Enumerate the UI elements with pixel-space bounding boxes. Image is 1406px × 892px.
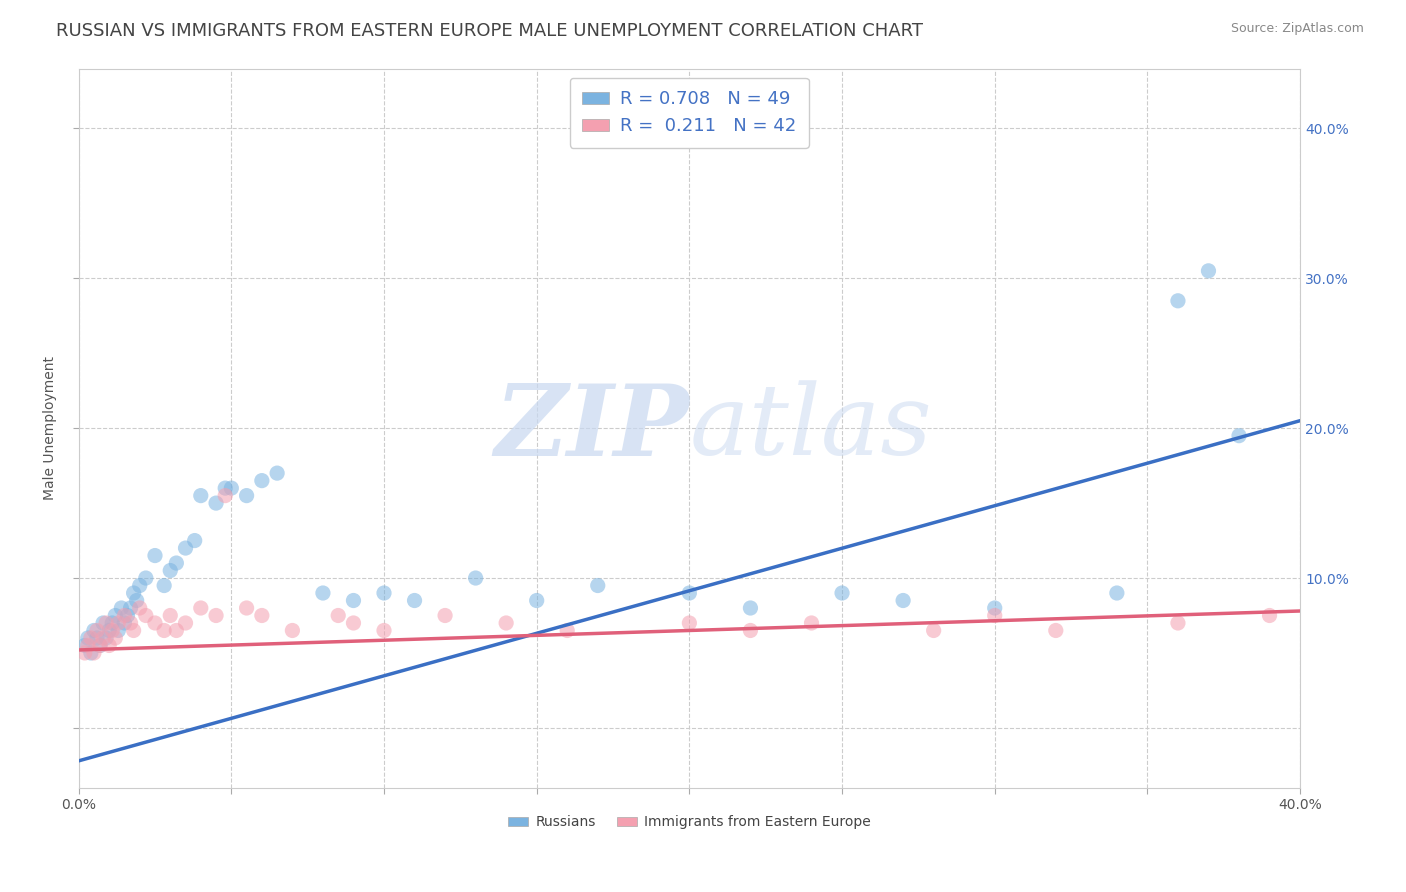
Point (104, 608, 127, 623)
Point (128, 601, 150, 615)
Point (135, 571, 157, 585)
Point (526, 593, 548, 607)
Point (190, 489, 212, 503)
Point (110, 601, 132, 615)
Point (831, 586, 853, 600)
Point (153, 578, 176, 592)
Point (153, 624, 176, 638)
Point (159, 608, 181, 623)
Point (120, 601, 142, 615)
Text: Source: ZipAtlas.com: Source: ZipAtlas.com (1230, 22, 1364, 36)
Text: atlas: atlas (689, 381, 932, 475)
Point (76, 631, 98, 645)
Point (80, 646, 103, 660)
Point (1198, 264, 1220, 278)
Point (125, 593, 148, 607)
Point (214, 481, 236, 495)
Point (464, 571, 486, 585)
Point (404, 593, 426, 607)
Point (91, 631, 114, 645)
Point (86, 624, 108, 638)
Point (183, 533, 205, 548)
Point (89, 639, 111, 653)
Text: RUSSIAN VS IMMIGRANTS FROM EASTERN EUROPE MALE UNEMPLOYMENT CORRELATION CHART: RUSSIAN VS IMMIGRANTS FROM EASTERN EUROP… (56, 22, 924, 40)
Point (73, 639, 96, 653)
Point (678, 615, 700, 630)
Point (101, 615, 124, 630)
Point (281, 624, 304, 638)
Point (250, 474, 273, 488)
Point (235, 601, 257, 615)
Point (922, 624, 945, 638)
Point (312, 586, 335, 600)
Point (86, 631, 108, 645)
Point (143, 549, 166, 563)
Point (114, 608, 136, 623)
Point (190, 601, 212, 615)
Point (678, 586, 700, 600)
Point (128, 578, 150, 592)
Point (98, 639, 121, 653)
Point (205, 496, 228, 510)
Point (120, 615, 142, 630)
Point (1258, 608, 1281, 623)
Point (83, 646, 105, 660)
Point (205, 608, 228, 623)
Point (1167, 615, 1189, 630)
Point (89, 639, 111, 653)
Point (73, 646, 96, 660)
Legend: Russians, Immigrants from Eastern Europe: Russians, Immigrants from Eastern Europe (502, 810, 877, 835)
Y-axis label: Male Unemployment: Male Unemployment (44, 356, 58, 500)
Point (235, 489, 257, 503)
Point (342, 593, 364, 607)
Point (328, 608, 350, 623)
Point (143, 615, 166, 630)
Point (740, 624, 762, 638)
Point (891, 593, 914, 607)
Text: ZIP: ZIP (495, 380, 689, 476)
Point (104, 631, 127, 645)
Point (434, 608, 457, 623)
Point (373, 624, 395, 638)
Point (740, 601, 762, 615)
Point (98, 624, 121, 638)
Point (1045, 624, 1067, 638)
Point (114, 615, 136, 630)
Point (165, 556, 187, 570)
Point (135, 608, 157, 623)
Point (101, 624, 124, 638)
Point (94, 615, 117, 630)
Point (76, 639, 98, 653)
Point (107, 615, 129, 630)
Point (221, 481, 243, 495)
Point (174, 615, 197, 630)
Point (1105, 586, 1128, 600)
Point (495, 615, 517, 630)
Point (555, 624, 578, 638)
Point (107, 624, 129, 638)
Point (800, 615, 823, 630)
Point (83, 624, 105, 638)
Point (983, 601, 1005, 615)
Point (80, 631, 103, 645)
Point (1227, 428, 1250, 442)
Point (94, 631, 117, 645)
Point (122, 586, 145, 600)
Point (214, 489, 236, 503)
Point (159, 564, 181, 578)
Point (983, 608, 1005, 623)
Point (117, 608, 139, 623)
Point (91, 615, 114, 630)
Point (266, 466, 288, 480)
Point (373, 586, 395, 600)
Point (586, 578, 609, 592)
Point (342, 615, 364, 630)
Point (174, 541, 197, 555)
Point (165, 624, 187, 638)
Point (122, 624, 145, 638)
Point (1167, 293, 1189, 308)
Point (250, 608, 273, 623)
